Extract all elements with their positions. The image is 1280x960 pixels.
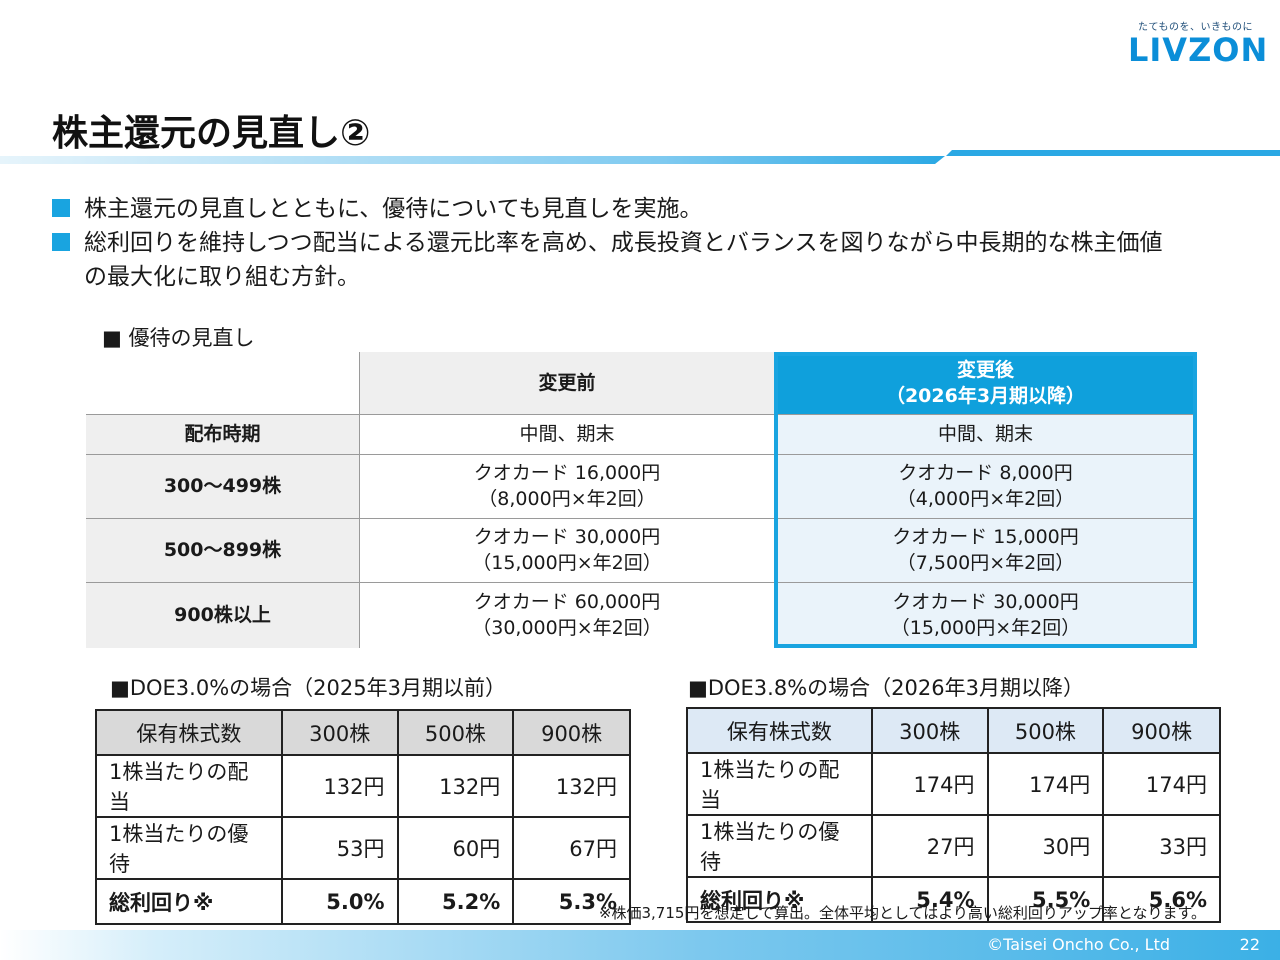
page-title: 株主還元の見直し② [52, 113, 371, 154]
table-header-cell: 300株 [280, 709, 399, 756]
table-header-cell: 保有株式数 [686, 707, 873, 754]
grid-line [86, 454, 1196, 455]
benefit-row-label: 配布時期 [86, 414, 359, 454]
after-column-highlight [774, 352, 1197, 648]
copyright: ©Taisei Oncho Co., Ltd [987, 935, 1170, 954]
table-row: 1株当たりの配当 132円 132円 132円 [95, 754, 631, 818]
table-cell: 27円 [870, 814, 989, 878]
table-cell: 174円 [870, 752, 989, 816]
table-header-cell: 300株 [870, 707, 989, 754]
table-cell: 総利回り※ [686, 876, 873, 923]
table-cell: 132円 [512, 754, 631, 818]
table-cell: 132円 [396, 754, 515, 818]
benefit-after-cell: クオカード 15,000円 （7,500円×年2回） [775, 518, 1196, 582]
table-cell: 53円 [280, 816, 399, 880]
table-row: 1株当たりの配当 174円 174円 174円 [686, 752, 1221, 816]
table-cell: 1株当たりの優待 [686, 814, 873, 878]
bullet-item: 総利回りを維持しつつ配当による還元比率を高め、成長投資とバランスを図りながら中長… [52, 226, 1232, 294]
benefit-before-cell: クオカード 30,000円 （15,000円×年2回） [359, 518, 775, 582]
table-row: 1株当たりの優待 27円 30円 33円 [686, 814, 1221, 878]
grid-line [86, 518, 1196, 519]
table-cell: 132円 [280, 754, 399, 818]
table-cell: 174円 [986, 752, 1105, 816]
benefit-col-before: 変更前 [359, 352, 775, 414]
table-row-total: 総利回り※ 5.0% 5.2% 5.3% [95, 878, 631, 925]
doe-left-table: 保有株式数 300株 500株 900株 1株当たりの配当 132円 132円 … [95, 709, 631, 925]
benefit-table: 変更前 変更後 （2026年3月期以降） 配布時期 中間、期末 中間、期末 30… [86, 352, 1197, 648]
benefit-col-after: 変更後 （2026年3月期以降） [775, 352, 1196, 414]
footer-bar [0, 930, 1280, 960]
table-row-total: 総利回り※ 5.4% 5.5% 5.6% [686, 876, 1221, 923]
doe-right-table: 保有株式数 300株 500株 900株 1株当たりの配当 174円 174円 … [686, 707, 1221, 923]
table-cell: 5.4% [870, 876, 989, 923]
table-cell: 33円 [1102, 814, 1221, 878]
table-row: 1株当たりの優待 53円 60円 67円 [95, 816, 631, 880]
grid-line [359, 352, 360, 648]
bullet-item: 株主還元の見直しとともに、優待についても見直しを実施。 [52, 192, 1232, 226]
table-cell: 総利回り※ [95, 878, 283, 925]
bullet-list: 株主還元の見直しとともに、優待についても見直しを実施。 総利回りを維持しつつ配当… [52, 192, 1232, 294]
bullet-square-icon [52, 199, 70, 217]
brand-tagline: たてものを、いきものに [1138, 22, 1253, 33]
table-cell: 5.2% [396, 878, 515, 925]
footnote: ※株価3,715円を想定して算出。全体平均としてはより高い総利回りアップ率となり… [598, 904, 1206, 922]
benefit-after-cell: 中間、期末 [775, 414, 1196, 454]
doe-left-label: ■DOE3.0%の場合（2025年3月期以前） [110, 676, 506, 700]
grid-line [86, 414, 1196, 415]
doe-right-label: ■DOE3.8%の場合（2026年3月期以降） [688, 676, 1084, 700]
page-number: 22 [1239, 935, 1260, 954]
table-cell: 1株当たりの配当 [686, 752, 873, 816]
title-underline [0, 150, 1280, 164]
table-cell: 1株当たりの優待 [95, 816, 283, 880]
benefit-before-cell: 中間、期末 [359, 414, 775, 454]
benefit-section-label: ■ 優待の見直し [102, 326, 255, 350]
company-logo: LIVZON [1128, 31, 1269, 69]
table-header-row: 保有株式数 300株 500株 900株 [686, 707, 1221, 754]
table-cell: 174円 [1102, 752, 1221, 816]
benefit-after-cell: クオカード 30,000円 （15,000円×年2回） [775, 582, 1196, 648]
table-cell: 5.6% [1102, 876, 1221, 923]
table-header-cell: 保有株式数 [95, 709, 283, 756]
table-header-cell: 500株 [396, 709, 515, 756]
benefit-row-label: 500～899株 [86, 518, 359, 582]
table-cell: 67円 [512, 816, 631, 880]
benefit-before-cell: クオカード 60,000円 （30,000円×年2回） [359, 582, 775, 648]
table-cell: 60円 [396, 816, 515, 880]
benefit-row-label: 300～499株 [86, 454, 359, 518]
benefit-after-cell: クオカード 8,000円 （4,000円×年2回） [775, 454, 1196, 518]
table-cell: 1株当たりの配当 [95, 754, 283, 818]
table-cell: 5.3% [512, 878, 631, 925]
table-cell: 5.0% [280, 878, 399, 925]
table-cell: 30円 [986, 814, 1105, 878]
grid-line [86, 582, 1196, 583]
table-cell: 5.5% [986, 876, 1105, 923]
table-header-cell: 900株 [1102, 707, 1221, 754]
table-header-cell: 900株 [512, 709, 631, 756]
bullet-square-icon [52, 233, 70, 251]
benefit-before-cell: クオカード 16,000円 （8,000円×年2回） [359, 454, 775, 518]
table-header-row: 保有株式数 300株 500株 900株 [95, 709, 631, 756]
table-header-cell: 500株 [986, 707, 1105, 754]
benefit-corner-cell [86, 352, 359, 414]
benefit-row-label: 900株以上 [86, 582, 359, 648]
